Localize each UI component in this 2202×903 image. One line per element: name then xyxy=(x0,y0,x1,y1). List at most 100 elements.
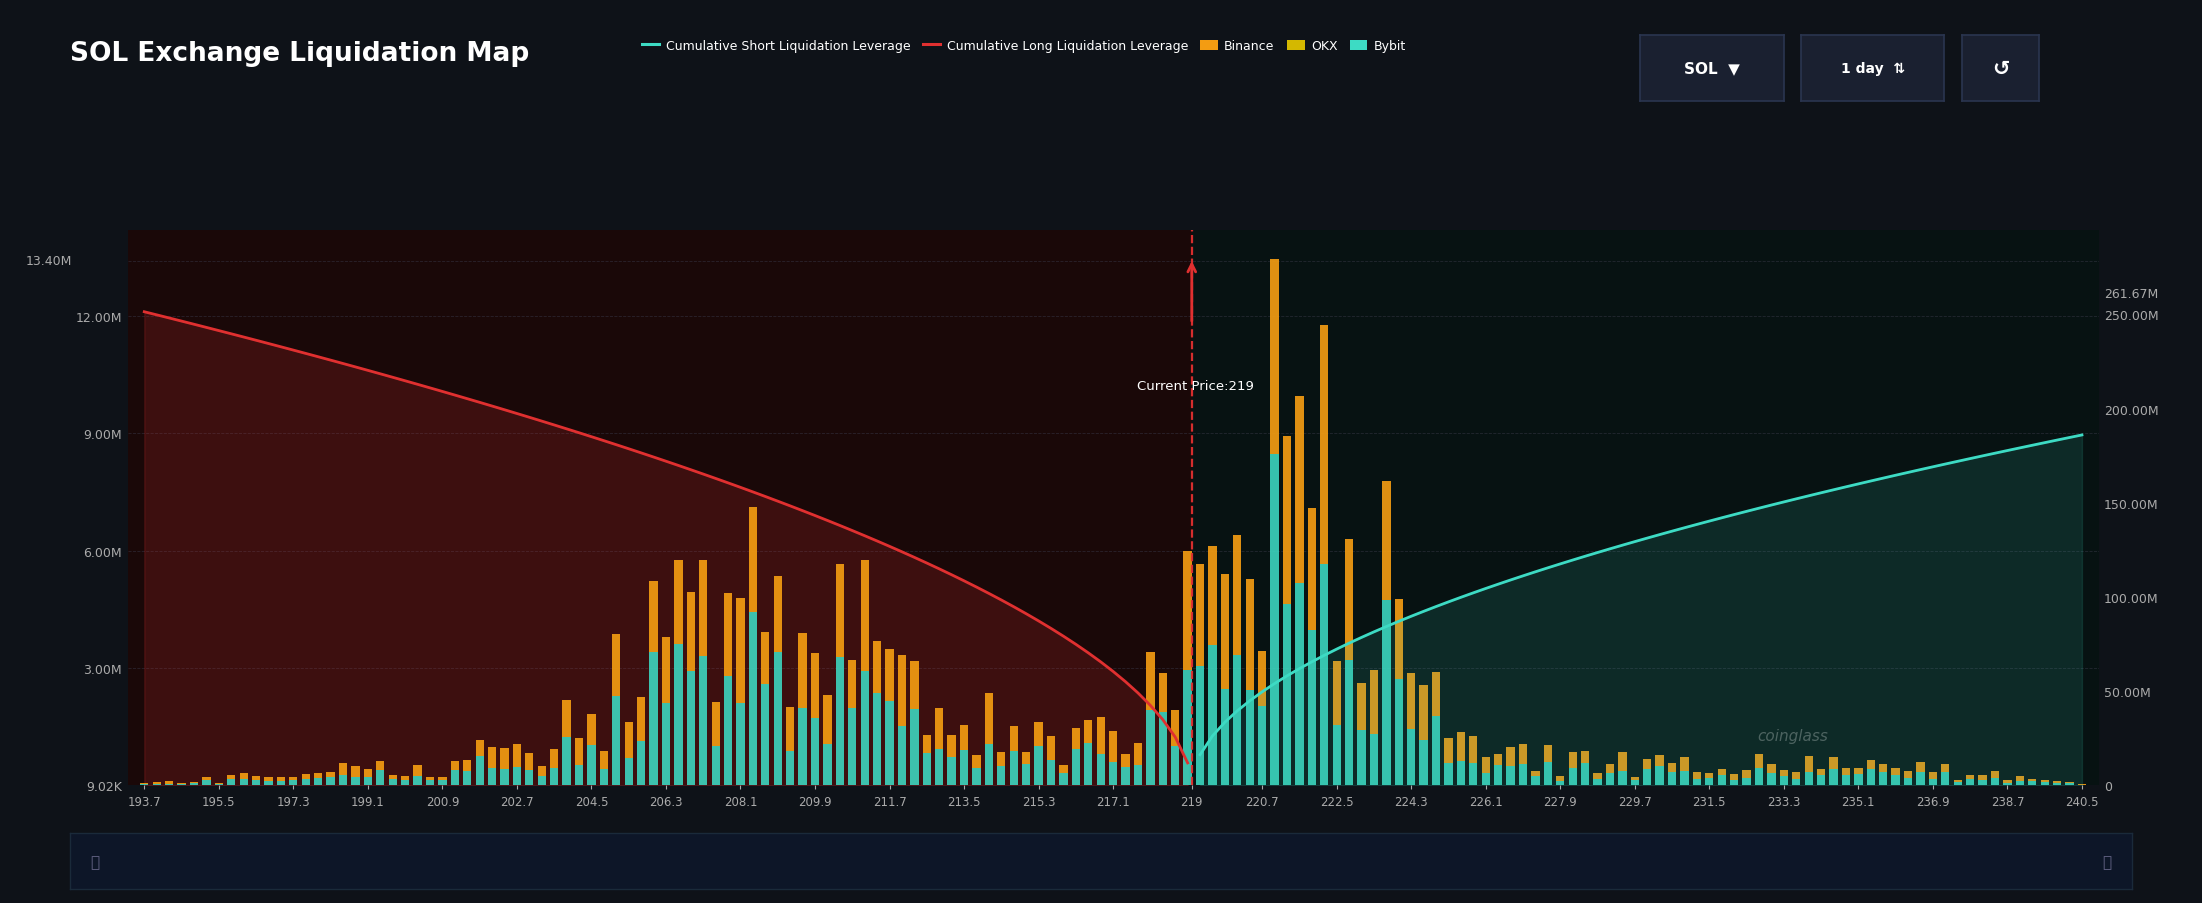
Bar xyxy=(1445,764,1453,786)
Text: 1 day  ⇅: 1 day ⇅ xyxy=(1841,62,1905,76)
Bar xyxy=(1817,769,1825,776)
Bar xyxy=(1618,770,1627,786)
Bar xyxy=(2028,781,2037,786)
Bar xyxy=(152,784,161,786)
Bar xyxy=(326,777,335,786)
Bar xyxy=(1977,780,1986,786)
Bar xyxy=(1072,749,1079,786)
Bar xyxy=(189,783,198,786)
Bar xyxy=(2065,784,2074,786)
Bar xyxy=(837,657,843,786)
Bar xyxy=(264,781,273,786)
Bar xyxy=(872,641,881,694)
Bar xyxy=(724,593,733,676)
Bar xyxy=(537,766,546,776)
Bar xyxy=(998,766,1006,786)
Bar xyxy=(1544,746,1552,762)
Bar xyxy=(1878,764,1887,772)
Bar xyxy=(1035,746,1044,786)
Bar xyxy=(178,783,185,785)
Bar xyxy=(1506,747,1515,767)
Bar xyxy=(377,770,385,786)
Bar xyxy=(277,777,284,781)
Bar xyxy=(1991,771,1999,778)
Bar xyxy=(1942,772,1949,786)
Bar xyxy=(264,777,273,781)
Bar xyxy=(698,561,707,656)
Bar xyxy=(1530,777,1539,786)
Bar xyxy=(1121,768,1130,786)
Bar xyxy=(1147,653,1154,711)
Text: ⏸: ⏸ xyxy=(90,854,99,869)
Bar xyxy=(1768,765,1775,773)
Text: ↺: ↺ xyxy=(1993,59,2008,79)
Bar xyxy=(1916,772,1925,786)
Bar xyxy=(1257,652,1266,707)
Bar xyxy=(302,779,310,786)
Bar xyxy=(1544,762,1552,786)
Text: ⏸: ⏸ xyxy=(2103,854,2112,869)
Bar xyxy=(1284,437,1290,604)
Bar xyxy=(1308,630,1317,786)
Bar xyxy=(1158,712,1167,786)
Bar xyxy=(1966,776,1975,779)
Bar xyxy=(227,775,236,779)
Bar xyxy=(414,765,421,776)
Bar xyxy=(2028,778,2037,781)
Bar xyxy=(786,751,795,786)
Bar xyxy=(1022,765,1031,786)
Bar xyxy=(636,697,645,741)
Bar xyxy=(773,653,782,786)
Bar xyxy=(599,769,608,786)
Bar xyxy=(526,770,533,786)
Bar xyxy=(1209,546,1218,645)
Bar xyxy=(1246,580,1253,691)
Bar xyxy=(1182,671,1191,786)
Bar xyxy=(1530,771,1539,777)
Bar xyxy=(1356,684,1365,731)
Bar xyxy=(288,777,297,780)
Bar xyxy=(2041,782,2048,786)
Bar xyxy=(203,777,211,780)
Bar xyxy=(1158,674,1167,712)
Bar xyxy=(1209,645,1218,786)
Bar xyxy=(663,638,669,703)
Bar xyxy=(1806,772,1812,786)
Bar xyxy=(1519,744,1528,765)
Bar xyxy=(1059,765,1068,773)
Bar xyxy=(1345,660,1354,786)
Bar xyxy=(315,773,321,778)
Bar xyxy=(923,735,931,753)
Bar xyxy=(352,767,359,777)
Bar xyxy=(128,230,1191,786)
Bar xyxy=(1482,758,1491,773)
Bar xyxy=(1742,769,1751,777)
Bar xyxy=(1308,508,1317,630)
Bar xyxy=(1942,764,1949,772)
Bar xyxy=(1768,773,1775,786)
Bar xyxy=(1581,764,1590,786)
Bar xyxy=(674,645,683,786)
Bar xyxy=(599,751,608,769)
Bar xyxy=(1196,666,1204,786)
Bar xyxy=(1321,564,1328,786)
Bar xyxy=(1557,777,1563,781)
Bar xyxy=(1568,768,1577,786)
Bar xyxy=(1779,776,1788,786)
Bar xyxy=(1370,671,1378,734)
Bar xyxy=(1284,604,1290,786)
Bar xyxy=(947,735,956,757)
Bar xyxy=(1878,772,1887,786)
Bar xyxy=(1905,771,1911,778)
Bar xyxy=(1458,760,1464,786)
Bar xyxy=(2004,783,2013,786)
Bar xyxy=(203,780,211,786)
Bar xyxy=(1643,769,1652,786)
Bar xyxy=(923,753,931,786)
Text: 13.40M: 13.40M xyxy=(26,255,73,268)
Bar xyxy=(1233,655,1242,786)
Bar xyxy=(824,744,832,786)
Bar xyxy=(1867,769,1874,786)
Bar xyxy=(1097,718,1105,754)
Bar xyxy=(1246,691,1253,786)
